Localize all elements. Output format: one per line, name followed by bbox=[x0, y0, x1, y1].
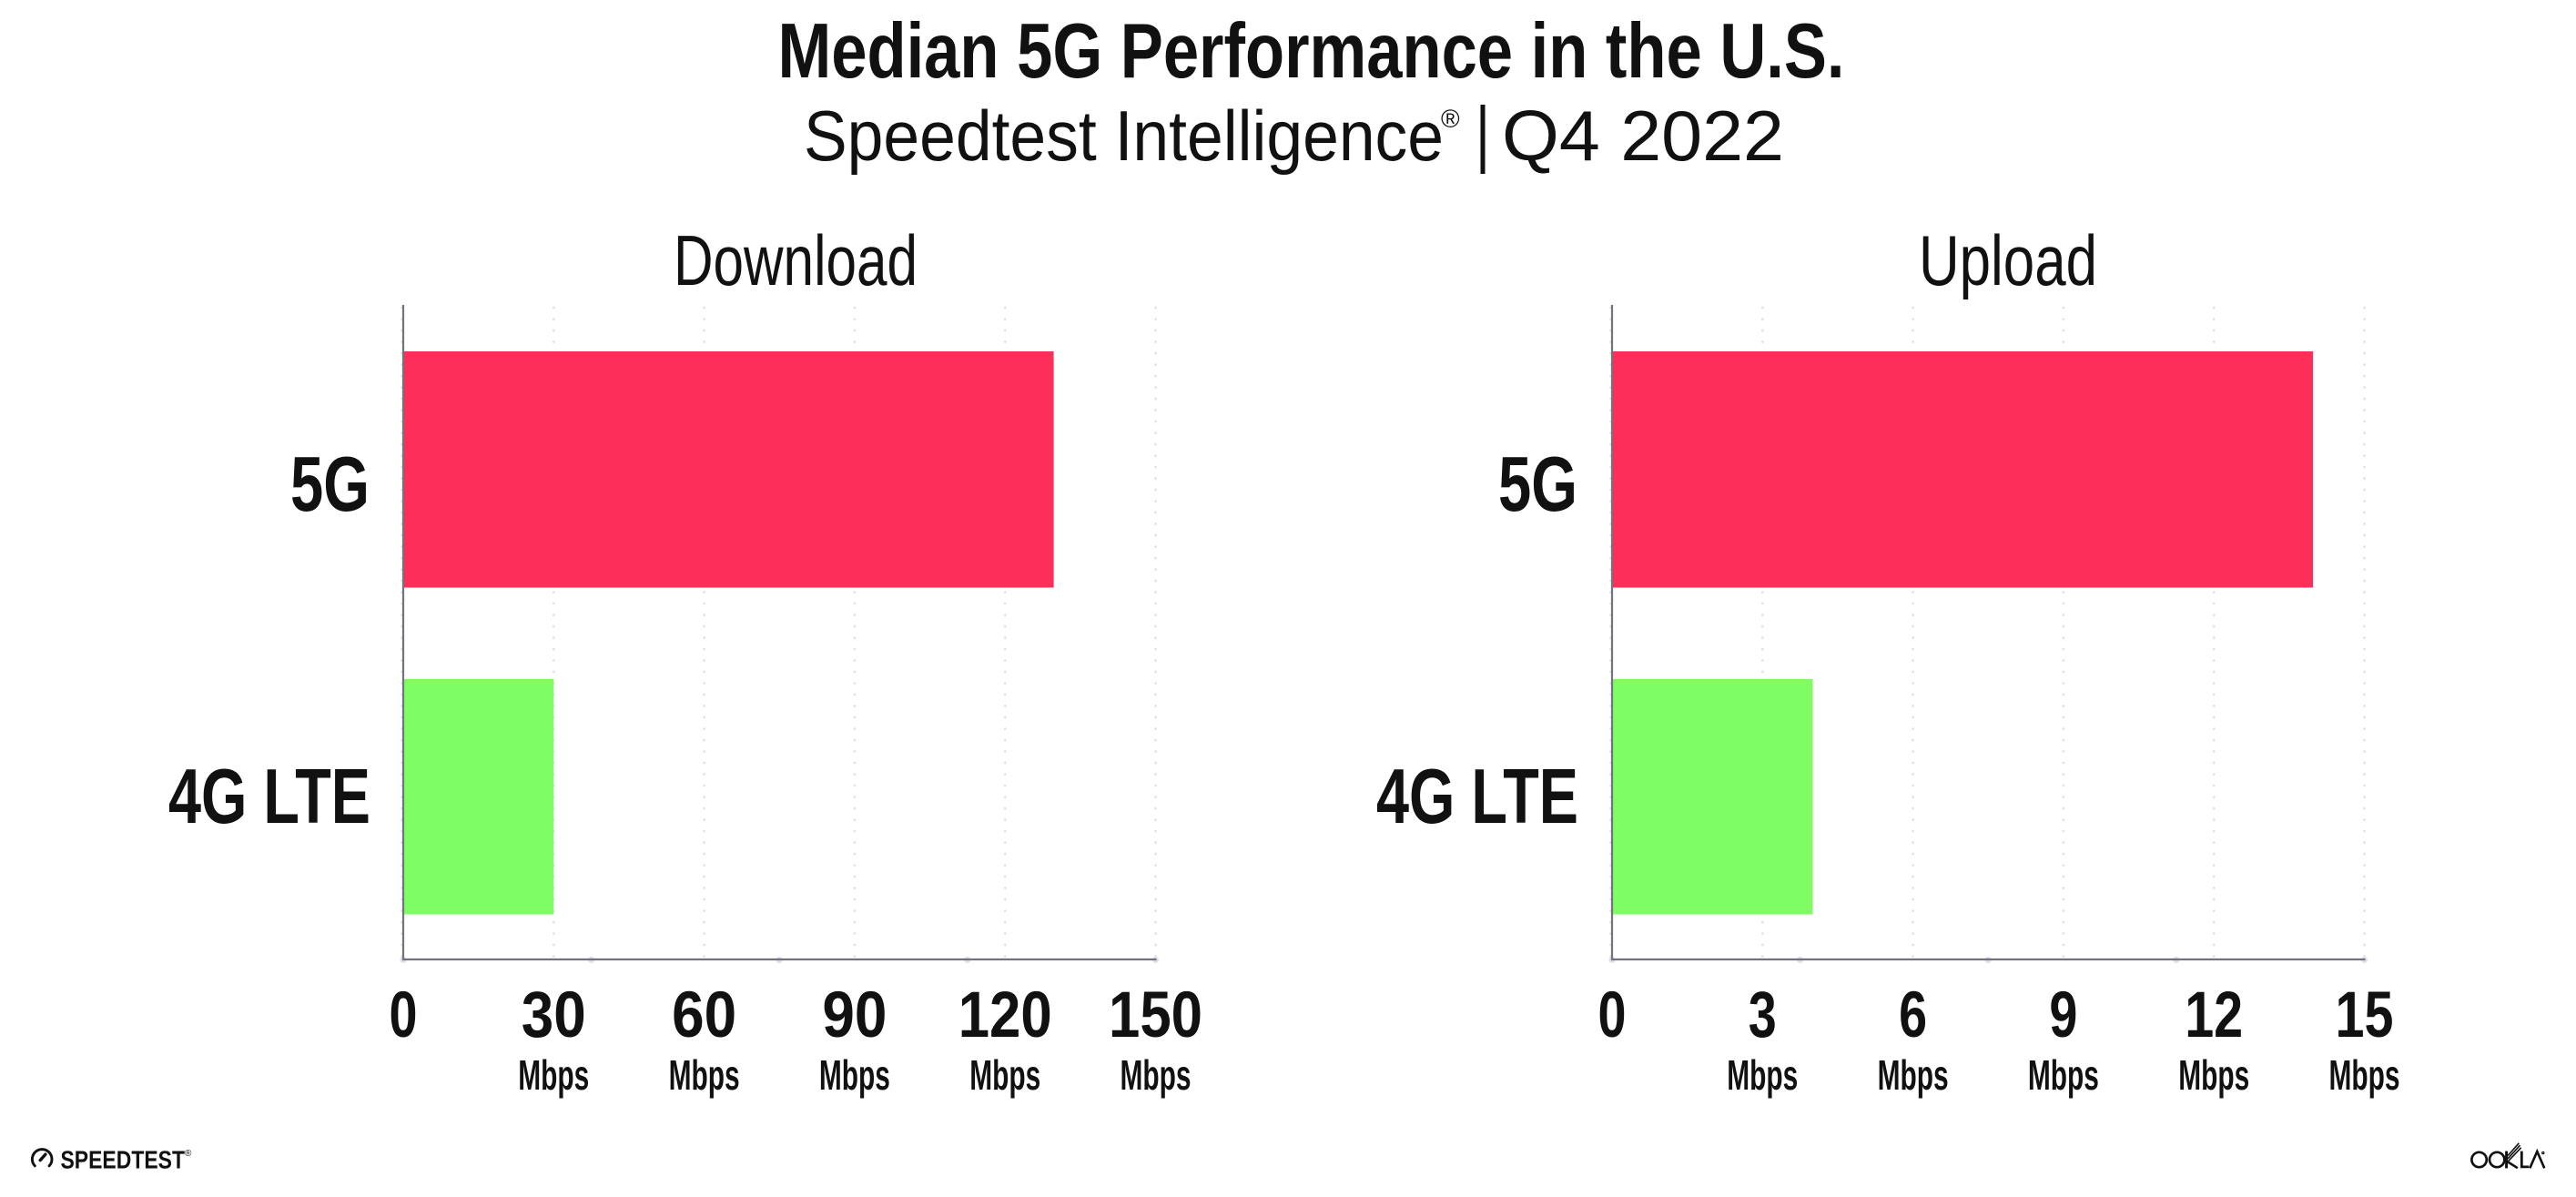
svg-text:Mbps: Mbps bbox=[2028, 1051, 2099, 1099]
svg-text:30: 30 bbox=[522, 979, 586, 1051]
svg-text:12: 12 bbox=[2185, 979, 2243, 1051]
svg-text:90: 90 bbox=[822, 979, 887, 1051]
svg-text:4G LTE: 4G LTE bbox=[1376, 754, 1578, 840]
svg-text:®: ® bbox=[1441, 105, 1460, 133]
svg-text:Mbps: Mbps bbox=[2329, 1051, 2400, 1099]
svg-text:Mbps: Mbps bbox=[518, 1051, 589, 1099]
svg-text:Mbps: Mbps bbox=[1121, 1051, 1192, 1099]
svg-text:Upload: Upload bbox=[1919, 220, 2097, 300]
svg-text:3: 3 bbox=[1749, 979, 1777, 1051]
svg-text:®: ® bbox=[185, 1149, 192, 1159]
svg-text:Mbps: Mbps bbox=[969, 1051, 1040, 1099]
svg-text:0: 0 bbox=[390, 979, 418, 1051]
svg-text:5G: 5G bbox=[290, 441, 370, 528]
svg-text:4G LTE: 4G LTE bbox=[168, 754, 370, 840]
svg-text:Mbps: Mbps bbox=[1727, 1051, 1798, 1099]
svg-text:6: 6 bbox=[1899, 979, 1927, 1051]
svg-text:Median 5G Performance in the U: Median 5G Performance in the U.S. bbox=[778, 8, 1845, 95]
svg-text:Mbps: Mbps bbox=[1878, 1051, 1949, 1099]
svg-text:5G: 5G bbox=[1498, 441, 1577, 528]
svg-text:0: 0 bbox=[1598, 979, 1627, 1051]
svg-text:60: 60 bbox=[672, 979, 736, 1051]
svg-text:9: 9 bbox=[2049, 979, 2077, 1051]
svg-text:120: 120 bbox=[958, 979, 1052, 1051]
svg-text:150: 150 bbox=[1109, 979, 1202, 1051]
svg-text:Speedtest Intelligence: Speedtest Intelligence bbox=[804, 96, 1444, 176]
svg-text:Mbps: Mbps bbox=[819, 1051, 890, 1099]
svg-text:Download: Download bbox=[674, 220, 918, 300]
svg-text:SPEEDTEST: SPEEDTEST bbox=[61, 1146, 186, 1174]
svg-text:15: 15 bbox=[2336, 979, 2394, 1051]
svg-text:Mbps: Mbps bbox=[2178, 1051, 2249, 1099]
svg-text:Q4 2022: Q4 2022 bbox=[1502, 96, 1784, 176]
svg-text:Mbps: Mbps bbox=[669, 1051, 740, 1099]
